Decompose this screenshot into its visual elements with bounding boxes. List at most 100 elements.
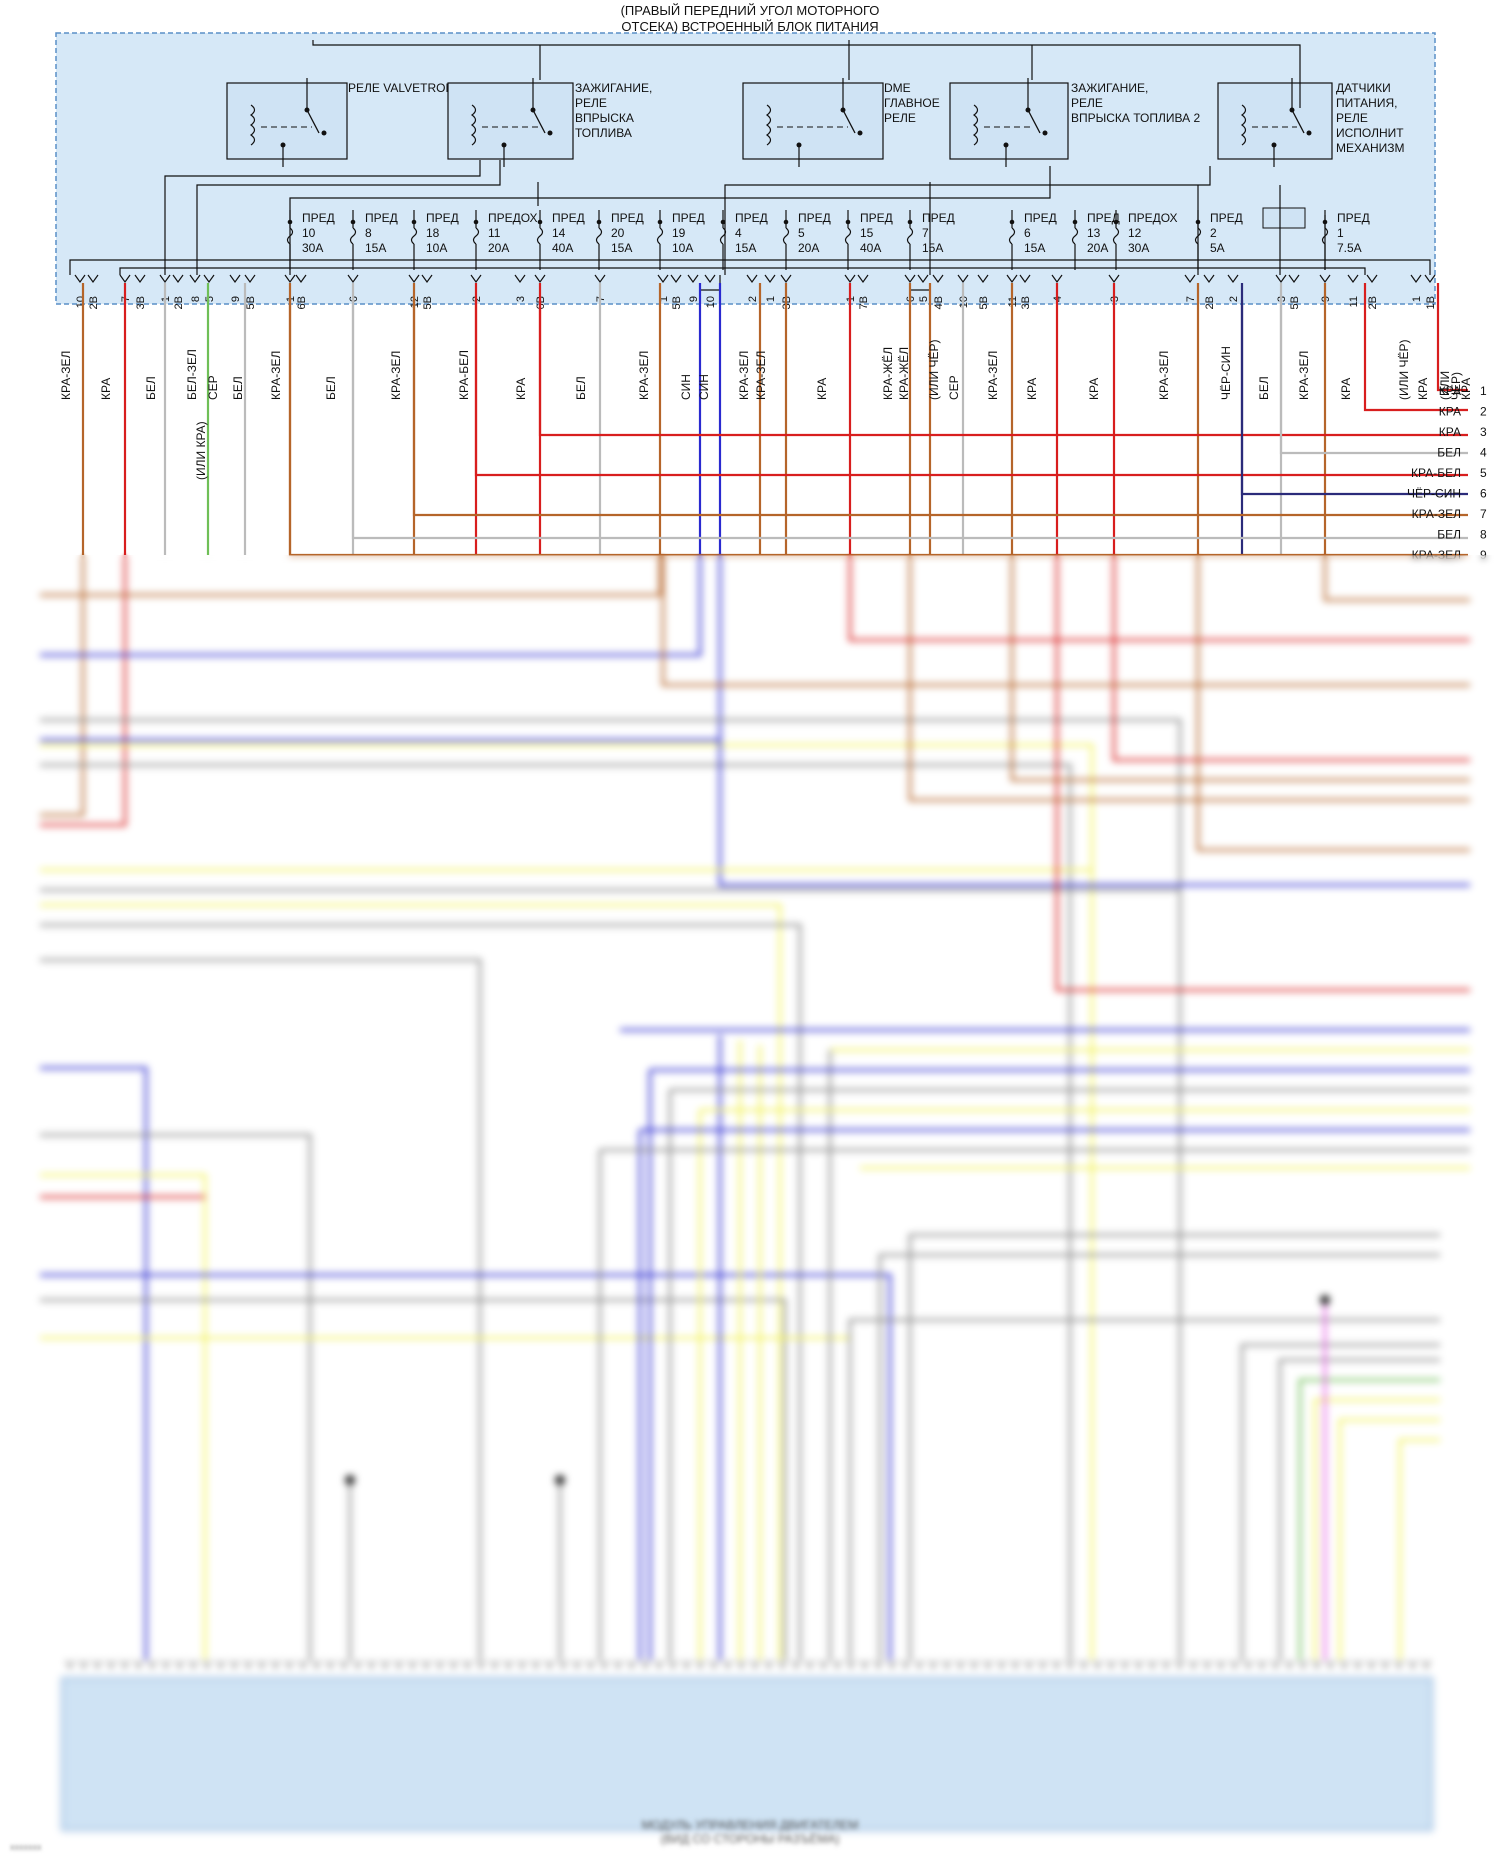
wire-color-label: СЕР	[947, 375, 961, 400]
connector-pin-number: 7	[1480, 507, 1487, 521]
pin-mark	[904, 274, 916, 284]
fuse-label: ПРЕД 8 15A	[365, 211, 398, 255]
wire	[474, 300, 1468, 477]
wire-color-label: КРА-ЗЕЛ	[1157, 351, 1171, 400]
relay	[949, 78, 1069, 167]
relay	[226, 78, 348, 167]
fuse	[906, 210, 914, 270]
relay-label: ЗАЖИГАНИЕ, РЕЛЕ ВПРЫСКА ТОПЛИВА	[575, 81, 652, 140]
wire	[1279, 300, 1468, 455]
wire-color-label: КРА-ЗЕЛ	[737, 351, 751, 400]
fuse	[719, 210, 727, 270]
fuse	[782, 210, 790, 270]
wire-color-label: КРА	[1339, 378, 1353, 400]
fuse-label: ПРЕД 2 5A	[1210, 211, 1243, 255]
fuse-label: ПРЕД 13 20A	[1087, 211, 1120, 255]
pin-mark	[687, 274, 699, 284]
wires-upper	[81, 283, 1468, 557]
pin-number: 4B	[933, 296, 945, 309]
pin-mark	[1051, 274, 1063, 284]
wire	[538, 300, 1468, 437]
connector-pin-number: 8	[1480, 528, 1487, 542]
connector-wire-color: ЧЁР-СИН	[1407, 487, 1461, 501]
pin-mark	[119, 274, 131, 284]
fuse-label: ПРЕД 1 7.5A	[1337, 211, 1370, 255]
fuse	[410, 210, 418, 270]
pin-mark	[746, 274, 758, 284]
relay	[447, 78, 574, 167]
wire-color-label: КРА-ЗЕЛ	[754, 351, 768, 400]
fuse-label: ПРЕДОХ 12 30A	[1128, 211, 1178, 255]
pin-number: 11	[1348, 296, 1360, 307]
wire-color-label: БЕЛ	[574, 376, 588, 400]
connector-wire-color: КРА	[1439, 384, 1461, 398]
wire	[288, 300, 1468, 557]
pin-mark	[172, 274, 184, 284]
relay-label: РЕЛЕ VALVETRONIC	[348, 81, 466, 95]
wire-color-label: КРА	[1459, 378, 1473, 400]
pin-mark	[857, 274, 869, 284]
pin-mark	[189, 274, 201, 284]
pin-mark	[1288, 274, 1300, 284]
pin-number: 2	[1228, 296, 1240, 302]
connector-pin-number: 6	[1480, 487, 1487, 501]
connector-wire-color: КРА-БЕЛ	[1411, 466, 1461, 480]
wire-color-label: КРА-ЗЕЛ	[269, 351, 283, 400]
fuse	[1008, 210, 1016, 270]
wire-color-label: КРА-ЗЕЛ	[1297, 351, 1311, 400]
pin-number: 2B	[88, 296, 100, 309]
wire-color-label: КРА	[1025, 378, 1039, 400]
connector-pin-number: 3	[1480, 425, 1487, 439]
wire-color-label: БЕЛ-ЗЕЛ	[185, 349, 199, 400]
relay-label: ЗАЖИГАНИЕ, РЕЛЕ ВПРЫСКА ТОПЛИВА 2	[1071, 81, 1200, 125]
wire-color-label: КРА	[815, 378, 829, 400]
pin-number: 2	[747, 296, 759, 302]
pin-mark	[347, 274, 359, 284]
relay-label: DME ГЛАВНОЕ РЕЛЕ	[884, 81, 940, 125]
connector-pin-number: 4	[1480, 446, 1487, 460]
pin-number: 5	[918, 296, 930, 302]
pin-mark	[1203, 274, 1215, 284]
fuse-group: ПРЕД 10 30A ПРЕД 8 15A ПРЕД 18 10A ПРЕДОХ 11 20A ПРЕ…	[286, 207, 1370, 270]
pin-number: 3	[515, 296, 527, 302]
wire-color-label: (ИЛИ	[1438, 371, 1452, 400]
right-connector: КРА 1 КРА 2 КРА 3 БЕЛ 4 КРА-БЕЛ 5 ЧЁР-СИН 6 КРА-ЗЕЛ 7…	[1407, 384, 1487, 562]
connector-pin-number: 1	[1480, 384, 1487, 398]
pin-mark	[844, 274, 856, 284]
pin-number: 6B	[296, 296, 308, 309]
wire-color-label: КРА-ЗЕЛ	[389, 351, 403, 400]
pin-number: 5B	[1289, 296, 1301, 309]
wire-color-label: ЧЁР)	[1449, 372, 1463, 400]
pin-mark	[670, 274, 682, 284]
pin-mark	[1227, 274, 1239, 284]
relay	[1217, 78, 1333, 167]
fuse-label: ПРЕД 5 20A	[798, 211, 831, 255]
connector-pin-number: 2	[1480, 405, 1487, 419]
pin-number: 10	[75, 296, 87, 308]
wire-color-label: КРА-ЖЁЛ	[881, 347, 895, 400]
fuse-label: ПРЕД 10 30A	[302, 211, 335, 255]
pin-number: 9	[688, 296, 700, 302]
blur-overlay	[0, 555, 1500, 1861]
pin-number: 1	[765, 296, 777, 302]
footer-id: xxxxxxx	[10, 1842, 42, 1852]
wire-color-label: БЕЛ	[231, 376, 245, 400]
wire-color-label: БЕЛ	[1257, 376, 1271, 400]
pin-mark	[1347, 274, 1359, 284]
wire-color-label: ЧЁР-СИН	[1219, 346, 1233, 400]
wire-color-label: КРА-ЗЕЛ	[59, 351, 73, 400]
pin-mark	[295, 274, 307, 284]
pin-mark	[1319, 274, 1331, 284]
fuse	[1071, 210, 1079, 270]
pin-number: 5B	[671, 296, 683, 309]
pin-number: 5B	[422, 296, 434, 309]
pin-marks	[74, 274, 1436, 284]
wire-color-label: БЕЛ	[324, 376, 338, 400]
fuse-label: ПРЕДОХ 11 20A	[488, 211, 538, 255]
connector-wire-color: КРА	[1439, 425, 1461, 439]
pin-mark	[977, 274, 989, 284]
wire-labels: КРА-ЗЕЛ КРА БЕЛ БЕЛ-ЗЕЛ (ИЛИ КРА) СЕР БЕЛ КРА-З…	[59, 340, 1473, 480]
pin-number: 5B	[978, 296, 990, 309]
fuse	[472, 210, 480, 270]
